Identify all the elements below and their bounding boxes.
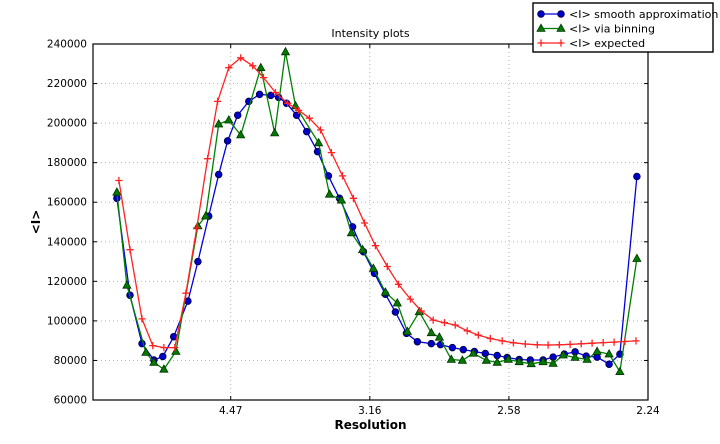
svg-text:140000: 140000 [47, 236, 87, 248]
svg-text:<I> expected: <I> expected [569, 37, 645, 50]
svg-text:<I> via binning: <I> via binning [569, 22, 655, 35]
x-axis-tick-labels: 4.47 3.16 2.58 2.24 [219, 405, 660, 417]
svg-text:200000: 200000 [47, 118, 87, 130]
series-expected [115, 54, 640, 352]
grid [93, 44, 648, 400]
svg-text:4.47: 4.47 [219, 405, 242, 417]
svg-text:3.16: 3.16 [358, 405, 382, 417]
legend: <I> smooth approximation<I> via binning <… [532, 2, 718, 53]
svg-text:100000: 100000 [47, 315, 87, 327]
svg-text:80000: 80000 [54, 355, 87, 367]
svg-text:120000: 120000 [47, 276, 87, 288]
series-via-binning [112, 46, 642, 375]
chart-title: Intensity plots [331, 27, 409, 40]
svg-text:60000: 60000 [54, 395, 87, 407]
svg-text:240000: 240000 [47, 39, 87, 51]
svg-text:160000: 160000 [47, 197, 87, 209]
svg-text:180000: 180000 [47, 157, 87, 169]
axes-frame [92, 43, 649, 401]
y-axis-tick-labels: 60000 80000 100000 120000 140000 160000 180000… [47, 39, 87, 407]
svg-text:220000: 220000 [47, 78, 87, 90]
svg-text:2.58: 2.58 [497, 405, 520, 417]
svg-text:<I> smooth approximation: <I> smooth approximation [569, 8, 718, 21]
svg-text:2.24: 2.24 [636, 405, 660, 417]
x-axis-label: Resolution [334, 418, 406, 432]
y-axis-label: <I> [29, 210, 43, 235]
